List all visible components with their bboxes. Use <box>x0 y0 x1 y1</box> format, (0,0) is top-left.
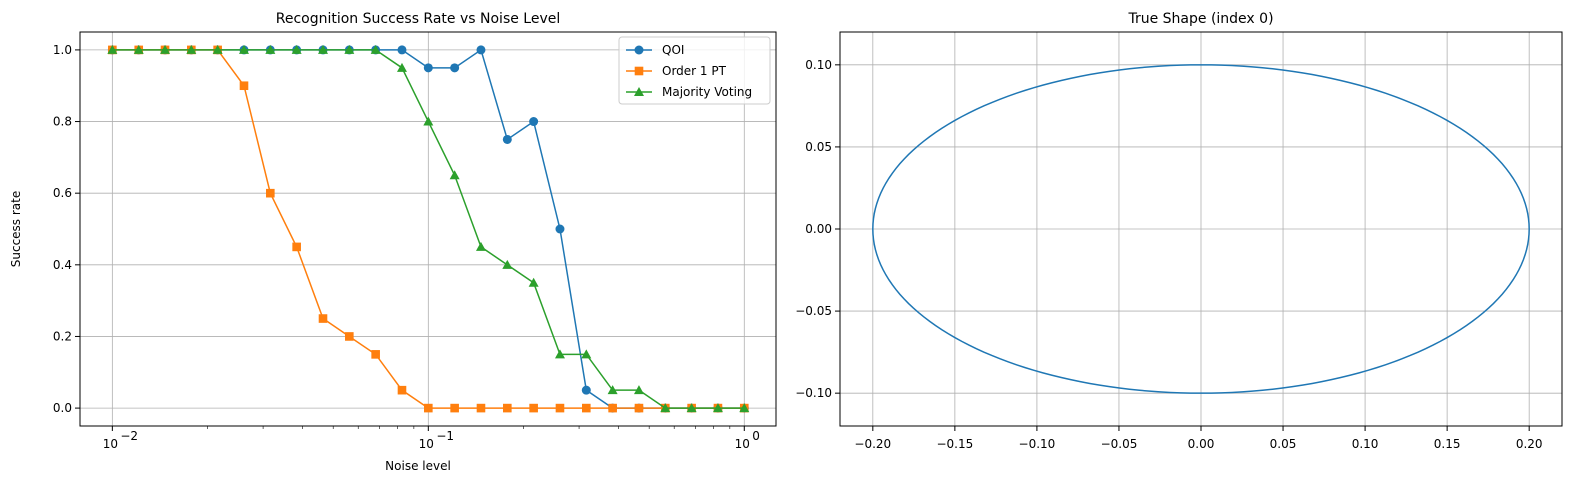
data-point <box>212 44 223 54</box>
series-majority-voting <box>107 44 750 413</box>
data-point <box>555 224 565 234</box>
chart2-ellipse-line <box>872 64 1530 394</box>
data-point <box>633 385 644 395</box>
data-point <box>292 242 301 252</box>
data-point <box>344 44 355 54</box>
data-point <box>581 385 591 395</box>
chart1-xlabel: Noise level <box>385 459 451 473</box>
y-tick-label: 0.4 <box>53 258 72 272</box>
data-point <box>608 403 617 413</box>
chart1-series <box>107 44 750 413</box>
data-point <box>396 62 407 72</box>
data-point <box>634 403 644 413</box>
x-tick-label: −0.20 <box>854 437 891 451</box>
data-point <box>370 44 381 54</box>
legend-marker <box>634 45 644 55</box>
data-point <box>555 403 565 413</box>
x-tick-label: 10 <box>103 437 118 451</box>
data-point <box>397 45 407 55</box>
y-tick-label: 1.0 <box>53 43 72 57</box>
data-point <box>424 403 433 413</box>
chart-true-shape: True Shape (index 0) −0.20 −0.15 −0.10 −0.0… <box>795 11 1563 451</box>
data-point <box>529 117 539 127</box>
legend-box <box>618 36 771 105</box>
data-point <box>423 116 434 126</box>
data-point <box>739 403 750 413</box>
data-point <box>238 44 249 54</box>
data-point <box>107 44 118 54</box>
x-tick-label: −0.10 <box>1019 437 1056 451</box>
x-tick-label: 0.15 <box>1434 437 1461 451</box>
y-tick-label: 0.8 <box>53 115 72 129</box>
data-point <box>502 259 513 269</box>
chart-success-rate: Recognition Success Rate vs Noise Level … <box>9 11 777 473</box>
x-tick-label: 10 <box>735 437 750 451</box>
data-point <box>503 403 512 413</box>
data-point <box>265 44 276 54</box>
chart1-title: Recognition Success Rate vs Noise Level <box>276 11 561 27</box>
data-point <box>160 44 171 54</box>
data-point <box>529 403 538 413</box>
legend-marker <box>634 87 644 96</box>
data-point <box>318 314 328 323</box>
data-point <box>318 44 329 54</box>
x-tick-label: 0.05 <box>1270 437 1297 451</box>
chart2-grid <box>840 32 1562 426</box>
chart1-ylabel: Success rate <box>9 191 23 268</box>
data-point <box>712 403 723 413</box>
data-point <box>450 403 459 413</box>
data-point <box>686 403 697 413</box>
data-point <box>554 349 565 359</box>
data-point <box>239 81 249 91</box>
data-point <box>371 350 380 359</box>
y-tick-label: 0.6 <box>53 186 72 200</box>
y-tick-label: −0.05 <box>795 304 832 318</box>
x-tick-label: 10 <box>419 437 434 451</box>
data-point <box>475 241 486 251</box>
data-point <box>266 188 275 198</box>
y-tick-label: −0.10 <box>795 386 832 400</box>
data-point <box>450 63 460 73</box>
data-point <box>291 44 302 54</box>
data-point <box>607 385 618 395</box>
data-point <box>581 349 592 359</box>
legend-label: Order 1 PT <box>662 64 727 78</box>
data-point <box>528 277 539 287</box>
legend-label: Majority Voting <box>662 85 752 99</box>
x-tick-label: 0.20 <box>1516 437 1543 451</box>
y-tick-label: 0.0 <box>53 401 72 415</box>
chart2-title: True Shape (index 0) <box>1127 11 1273 27</box>
data-point <box>423 63 433 73</box>
x-tick-label: −0.05 <box>1101 437 1138 451</box>
x-tick-label: −0.15 <box>936 437 973 451</box>
data-point <box>186 44 197 54</box>
data-point <box>660 403 671 413</box>
data-point <box>582 403 591 413</box>
data-point <box>476 45 486 55</box>
x-tick-exponent: −2 <box>120 429 138 443</box>
chart2-ticks: −0.20 −0.15 −0.10 −0.05 0.00 0.05 0.10 0.15 0.20… <box>795 58 1542 451</box>
data-point <box>476 403 486 413</box>
y-tick-label: 0.10 <box>805 58 832 72</box>
legend-marker <box>634 66 644 76</box>
chart1-legend: QOI Order 1 PT Majority Voting <box>618 36 771 105</box>
x-tick-label: 0.00 <box>1188 437 1215 451</box>
x-tick-exponent: 0 <box>752 429 760 443</box>
data-point <box>502 134 512 144</box>
y-tick-label: 0.2 <box>53 329 72 343</box>
data-point <box>449 170 460 180</box>
y-tick-label: 0.00 <box>805 222 832 236</box>
data-point <box>345 332 354 341</box>
y-tick-label: 0.05 <box>805 140 832 154</box>
x-tick-exponent: −1 <box>436 429 454 443</box>
data-point <box>133 44 144 54</box>
x-tick-label: 0.10 <box>1352 437 1379 451</box>
legend-label: QOI <box>662 43 684 57</box>
data-point <box>397 385 407 395</box>
